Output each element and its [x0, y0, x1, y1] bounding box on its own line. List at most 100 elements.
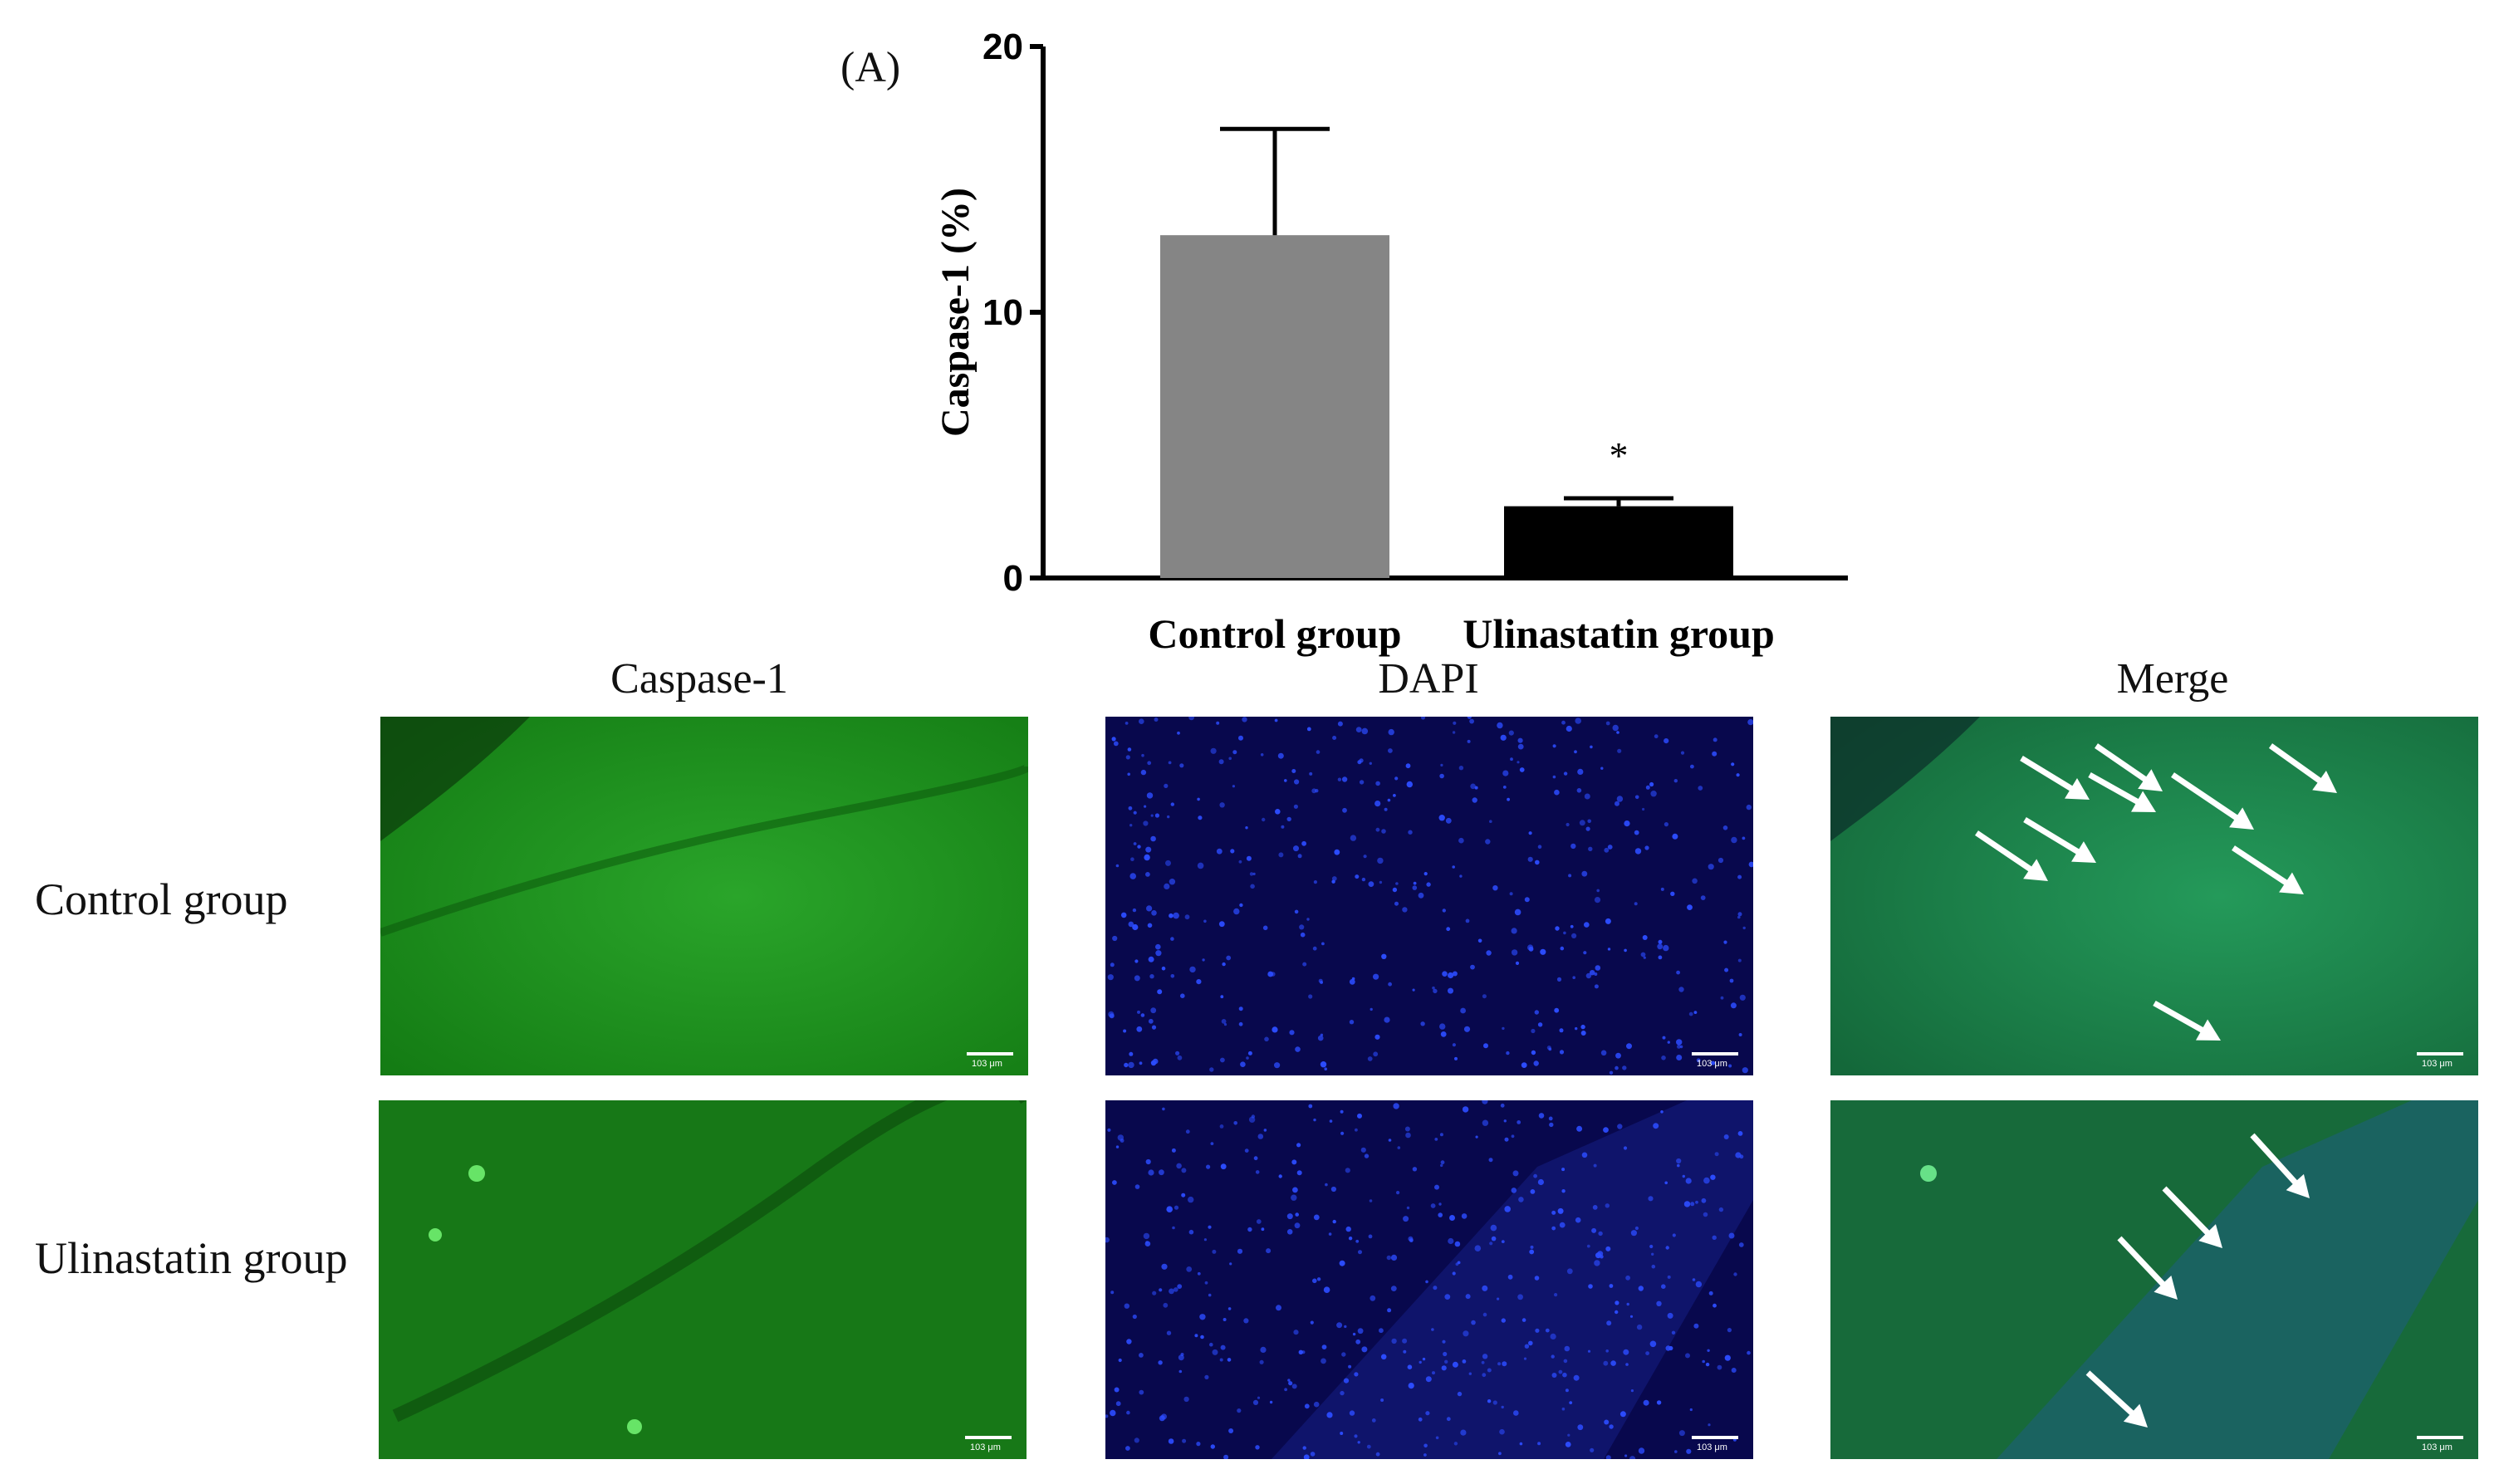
nucleus-dot [1440, 763, 1443, 766]
nucleus-dot [1576, 788, 1582, 793]
nucleus-dot [1452, 731, 1456, 734]
nucleus-dot [1425, 1280, 1428, 1284]
nucleus-dot [1161, 966, 1166, 971]
nucleus-dot [1463, 1330, 1469, 1337]
nucleus-dot [1586, 1244, 1590, 1248]
nucleus-dot [1515, 961, 1520, 965]
nucleus-dot [1729, 978, 1734, 983]
nucleus-dot [1514, 909, 1521, 916]
nucleus-dot [1218, 759, 1224, 765]
nucleus-dot [1178, 1354, 1184, 1361]
nucleus-dot [1677, 1045, 1681, 1049]
nucleus-dot [1402, 1338, 1408, 1344]
nucleus-dot [1566, 822, 1570, 827]
nucleus-dot [1453, 721, 1457, 725]
nucleus-dot [1418, 892, 1424, 899]
nucleus-dot [1645, 785, 1650, 790]
figure-label: (A) [840, 44, 901, 91]
nucleus-dot [1617, 1124, 1623, 1129]
nucleus-dot [1208, 1225, 1212, 1229]
nucleus-dot [1166, 1330, 1172, 1335]
nucleus-dot [1728, 1232, 1735, 1239]
nucleus-dot [1507, 797, 1510, 801]
nucleus-dot [1291, 1384, 1297, 1389]
nucleus-dot [1274, 718, 1278, 722]
nucleus-dot [1439, 1133, 1443, 1137]
nucleus-dot [1562, 1372, 1567, 1378]
nucleus-dot [1509, 892, 1513, 896]
nucleus-dot [1452, 971, 1458, 977]
nucleus-dot [1197, 862, 1204, 869]
nucleus-dot [1722, 825, 1728, 830]
nucleus-dot [1238, 1006, 1243, 1011]
nucleus-dot [1342, 807, 1347, 813]
nucleus-dot [1397, 1146, 1401, 1149]
nucleus-dot [1154, 813, 1159, 818]
nucleus-dot [1309, 771, 1313, 776]
nucleus-dot [1559, 1028, 1564, 1033]
nucleus-dot [1349, 1410, 1355, 1416]
nucleus-dot [1169, 913, 1174, 918]
nucleus-dot [1710, 1174, 1716, 1180]
nucleus-dot [1477, 938, 1482, 943]
significance-marker: * [1610, 434, 1629, 477]
nucleus-dot [1445, 817, 1452, 824]
nucleus-dot [1737, 874, 1742, 879]
nucleus-dot [1259, 1359, 1264, 1364]
nucleus-dot [1134, 975, 1140, 982]
nucleus-dot [1630, 1389, 1634, 1393]
nucleus-dot [1524, 897, 1530, 903]
nucleus-dot [1668, 1345, 1673, 1351]
nucleus-dot [1189, 966, 1196, 973]
nucleus-dot [1465, 918, 1470, 923]
nucleus-dot [1521, 1062, 1527, 1068]
nucleus-dot [1535, 860, 1540, 865]
nucleus-dot [1651, 1264, 1656, 1269]
nucleus-dot [1166, 1206, 1173, 1212]
nucleus-dot [1615, 1310, 1619, 1315]
nucleus-dot [1137, 845, 1141, 849]
nucleus-dot [1351, 977, 1355, 981]
nucleus-dot [1567, 1433, 1570, 1437]
nucleus-dot [1432, 986, 1435, 990]
nucleus-dot [1648, 1196, 1654, 1202]
nucleus-dot [1511, 928, 1517, 934]
nucleus-dot [1701, 1197, 1707, 1203]
nucleus-dot [1671, 1330, 1676, 1335]
nucleus-dot [1511, 949, 1518, 956]
nucleus-dot [1371, 1418, 1376, 1423]
column-title-merge: Merge [2116, 655, 2229, 703]
nucleus-dot [1609, 1424, 1614, 1429]
nucleus-dot [1442, 971, 1448, 977]
nucleus-dot [1257, 1134, 1264, 1139]
arrow-head [2229, 807, 2254, 830]
nucleus-dot [1563, 931, 1566, 935]
nucleus-dot [1296, 1170, 1302, 1176]
nucleus-dot [1634, 830, 1639, 835]
y-tick-label: 20 [982, 27, 1023, 67]
nucleus-dot [1537, 1022, 1543, 1027]
nucleus-dot [1643, 956, 1646, 959]
bar-control [1160, 235, 1389, 578]
nucleus-dot [1405, 763, 1411, 769]
nucleus-dot [1645, 1351, 1649, 1355]
nucleus-dot [1220, 1057, 1225, 1063]
nucleus-dot [1387, 798, 1391, 802]
nucleus-dot [1742, 1067, 1748, 1074]
nucleus-dot [1603, 1127, 1609, 1133]
arrow-shaft [2023, 817, 2082, 856]
arrow-shaft [2117, 1236, 2168, 1289]
nucleus-dot [1585, 826, 1590, 831]
nucleus-dot [1642, 807, 1645, 811]
nucleus-dot [1594, 984, 1599, 989]
nucleus-dot [1423, 1443, 1428, 1448]
nucleus-dot [1667, 1275, 1671, 1279]
nucleus-dot [1219, 802, 1225, 808]
nucleus-dot [1575, 718, 1581, 724]
nucleus-dot [1742, 926, 1746, 930]
nucleus-dot [1703, 1212, 1708, 1217]
nucleus-dot [1438, 1202, 1442, 1206]
nucleus-dot [1361, 1346, 1368, 1353]
nucleus-dot [1180, 993, 1185, 998]
nucleus-dot [1267, 971, 1274, 977]
